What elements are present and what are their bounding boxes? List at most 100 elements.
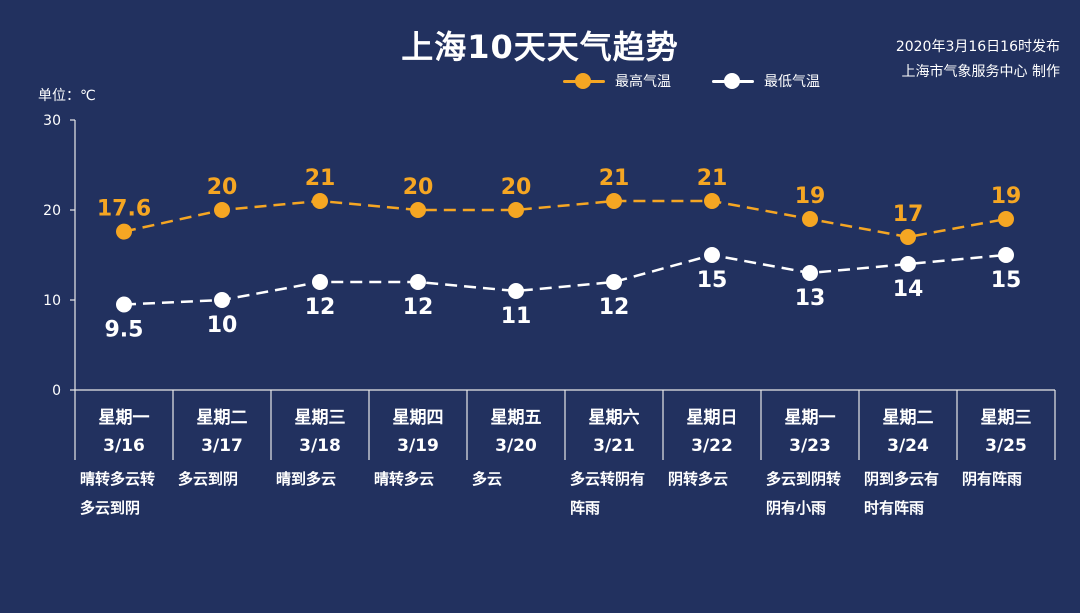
weather-description: 多云转阴有 阵雨	[570, 465, 666, 523]
data-label-high: 20	[403, 175, 434, 200]
y-tick-label: 0	[52, 383, 61, 399]
weather-description: 晴转多云	[374, 465, 470, 494]
weather-description-line: 多云到阴	[178, 470, 239, 488]
weather-description-line: 阴转多云	[668, 470, 729, 488]
x-category-label: 星期一	[99, 408, 150, 428]
data-point-low	[802, 265, 818, 281]
data-point-high	[508, 202, 524, 218]
data-label-high: 20	[207, 175, 238, 200]
chart-title: 上海10天天气趋势	[401, 28, 679, 66]
x-date-label: 3/19	[397, 436, 439, 456]
weather-description-line: 阵雨	[570, 499, 601, 517]
weather-description-line: 多云转阴有	[570, 470, 646, 488]
data-label-high: 21	[599, 166, 630, 191]
x-category-label: 星期二	[197, 408, 248, 428]
x-category-label: 星期五	[491, 408, 542, 428]
data-point-high	[116, 223, 132, 240]
data-label-low: 12	[599, 295, 630, 320]
data-point-low	[508, 283, 524, 299]
data-label-high: 19	[795, 184, 826, 209]
weather-description-line: 阴到多云有	[864, 470, 940, 488]
data-label-low: 15	[991, 268, 1022, 293]
x-date-label: 3/18	[299, 436, 341, 456]
data-label-low: 13	[795, 286, 826, 311]
weather-description-line: 阴有小雨	[766, 499, 827, 517]
x-date-label: 3/20	[495, 436, 537, 456]
weather-description: 晴转多云转 多云到阴	[80, 465, 176, 523]
y-tick-label: 10	[43, 293, 61, 309]
x-date-label: 3/16	[103, 436, 145, 456]
x-date-label: 3/21	[593, 436, 635, 456]
weather-description-line: 晴到多云	[276, 470, 337, 488]
legend-item-low: 最低气温	[712, 72, 820, 90]
weather-description-line: 多云到阴	[80, 499, 141, 517]
data-label-low: 12	[403, 295, 434, 320]
data-point-low	[900, 256, 916, 272]
weather-description: 多云	[472, 465, 568, 494]
data-point-low	[704, 247, 720, 263]
legend-label-high: 最高气温	[615, 74, 671, 90]
data-point-high	[998, 211, 1014, 227]
x-date-label: 3/24	[887, 436, 929, 456]
weather-description: 多云到阴	[178, 465, 274, 494]
data-label-high: 17.6	[97, 197, 151, 222]
data-point-low	[606, 274, 622, 290]
data-point-high	[704, 193, 720, 209]
weather-description-line: 时有阵雨	[864, 499, 925, 517]
data-point-high	[802, 211, 818, 227]
weather-description: 阴有阵雨	[962, 465, 1058, 494]
data-point-low	[410, 274, 426, 290]
x-category-label: 星期六	[589, 407, 640, 428]
data-point-low	[312, 274, 328, 290]
data-point-high	[214, 202, 230, 218]
issue-time: 2020年3月16日16时发布	[895, 39, 1060, 55]
data-label-low: 15	[697, 268, 728, 293]
x-category-label: 星期三	[981, 408, 1032, 428]
data-label-low: 10	[207, 313, 238, 338]
weather-description: 晴到多云	[276, 465, 372, 494]
data-point-high	[312, 193, 328, 209]
x-category-label: 星期三	[295, 408, 346, 428]
x-date-label: 3/22	[691, 436, 733, 456]
weather-description-line: 多云到阴转	[766, 470, 842, 488]
data-point-low	[998, 247, 1014, 263]
data-label-high: 21	[305, 166, 336, 191]
x-date-label: 3/17	[201, 436, 243, 456]
y-tick-label: 30	[43, 113, 61, 129]
x-category-label: 星期四	[393, 408, 444, 428]
x-category-label: 星期二	[883, 408, 934, 428]
y-tick-label: 20	[43, 203, 61, 219]
data-label-low: 12	[305, 295, 336, 320]
data-point-low	[116, 296, 132, 313]
data-label-high: 19	[991, 184, 1022, 209]
x-category-label: 星期一	[785, 408, 836, 428]
weather-description: 阴转多云	[668, 465, 764, 494]
data-label-low: 11	[501, 304, 532, 329]
legend-marker-low	[712, 72, 754, 90]
legend-marker-high	[563, 72, 605, 90]
data-label-low: 14	[893, 277, 924, 302]
data-label-low: 9.5	[105, 318, 144, 343]
weather-description: 阴到多云有 时有阵雨	[864, 465, 960, 523]
data-point-low	[214, 292, 230, 308]
x-date-label: 3/23	[789, 436, 831, 456]
data-label-high: 21	[697, 166, 728, 191]
data-label-high: 17	[893, 202, 924, 227]
series-line-low	[123, 253, 1007, 306]
x-date-label: 3/25	[985, 436, 1027, 456]
data-label-high: 20	[501, 175, 532, 200]
weather-description-line: 晴转多云转	[80, 470, 156, 488]
data-point-high	[606, 193, 622, 209]
legend-item-high: 最高气温	[563, 72, 671, 90]
series-line-high	[123, 199, 1007, 239]
data-point-high	[410, 202, 426, 218]
x-category-label: 星期日	[687, 408, 738, 428]
weather-description: 多云到阴转 阴有小雨	[766, 465, 862, 523]
y-axis-unit: 单位：℃	[38, 88, 96, 104]
agency-credit: 上海市气象服务中心 制作	[901, 64, 1060, 80]
data-point-high	[900, 229, 916, 245]
weather-description-line: 晴转多云	[374, 470, 435, 488]
weather-description-line: 多云	[472, 470, 503, 488]
legend-label-low: 最低气温	[764, 74, 820, 90]
